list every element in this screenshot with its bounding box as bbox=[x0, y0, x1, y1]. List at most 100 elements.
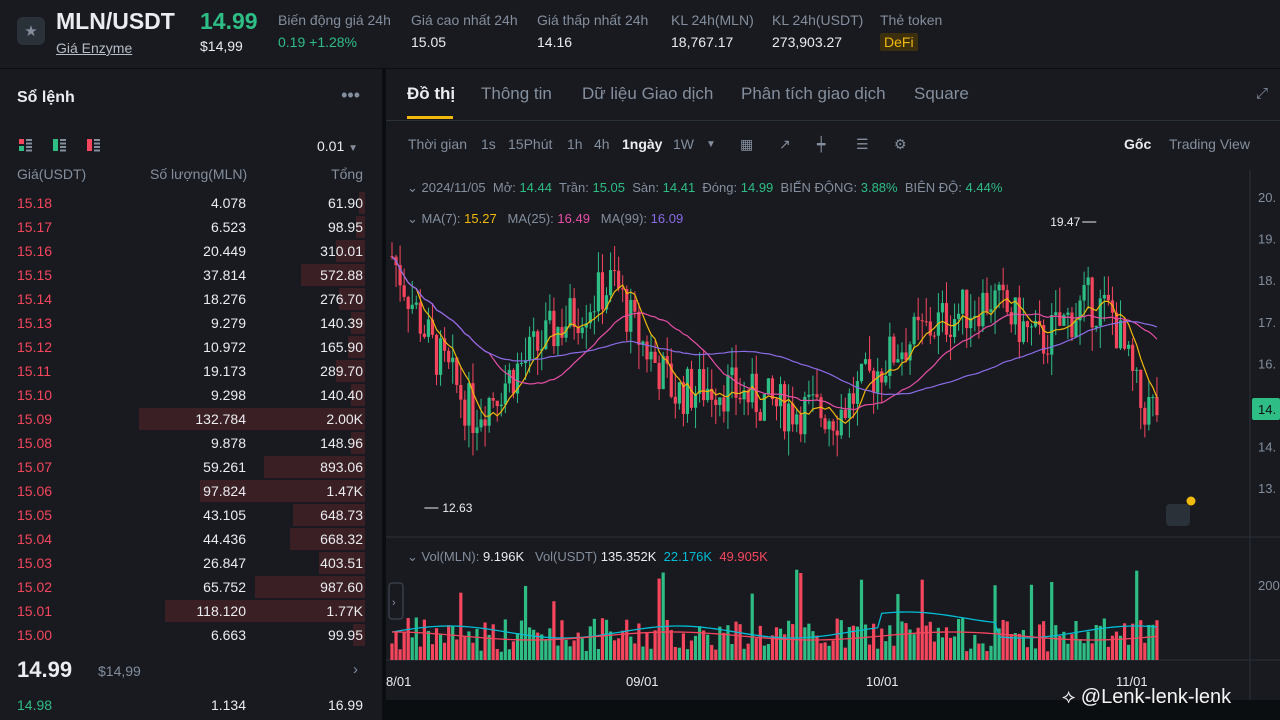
ask-row[interactable]: 15.18 4.078 61.90 bbox=[0, 191, 382, 215]
candle-body bbox=[596, 272, 601, 312]
candle-body bbox=[507, 369, 511, 384]
tab-info[interactable]: Thông tin bbox=[481, 84, 552, 103]
volume-bar bbox=[1066, 643, 1070, 660]
view-original[interactable]: Gốc bbox=[1124, 136, 1152, 152]
volume-bar bbox=[641, 646, 645, 660]
volume-bar bbox=[1009, 634, 1013, 660]
gear-icon[interactable]: ⚙ bbox=[894, 136, 907, 152]
interval-dropdown-icon[interactable]: ▼ bbox=[706, 139, 716, 150]
ask-row[interactable]: 15.15 37.814 572.88 bbox=[0, 263, 382, 287]
more-options-icon[interactable]: ••• bbox=[341, 85, 360, 105]
volume-bar bbox=[1029, 584, 1034, 660]
ask-row[interactable]: 15.05 43.105 648.73 bbox=[0, 503, 382, 527]
calendar-icon[interactable]: ▦ bbox=[740, 136, 754, 152]
tab-square[interactable]: Square bbox=[914, 84, 969, 103]
candle-body bbox=[827, 421, 831, 430]
view-tradingview[interactable]: Trading View bbox=[1169, 136, 1250, 152]
ask-row[interactable]: 15.17 6.523 98.95 bbox=[0, 215, 382, 239]
ask-row[interactable]: 15.06 97.824 1.47K bbox=[0, 479, 382, 503]
ask-total: 289.70 bbox=[320, 363, 363, 379]
interval-1s[interactable]: 1s bbox=[481, 136, 496, 152]
ask-row[interactable]: 15.13 9.279 140.39 bbox=[0, 311, 382, 335]
ask-qty: 9.878 bbox=[210, 435, 246, 451]
candle-body bbox=[649, 351, 653, 360]
ask-row[interactable]: 15.12 10.972 165.90 bbox=[0, 335, 382, 359]
candle-body bbox=[511, 369, 516, 394]
indicator-icon[interactable]: ↗ bbox=[779, 136, 791, 152]
pair-name[interactable]: MLN/USDT bbox=[56, 8, 175, 34]
ask-row[interactable]: 15.10 9.298 140.40 bbox=[0, 383, 382, 407]
ask-row[interactable]: 15.03 26.847 403.51 bbox=[0, 551, 382, 575]
candle-body bbox=[1082, 285, 1086, 301]
defi-tag[interactable]: DeFi bbox=[880, 33, 918, 51]
volume-bar bbox=[795, 569, 799, 660]
ask-price: 15.10 bbox=[17, 387, 53, 403]
ask-price: 15.13 bbox=[17, 315, 53, 331]
favorite-star-icon[interactable]: ★ bbox=[17, 17, 45, 45]
tab-chart[interactable]: Đồ thị bbox=[407, 84, 456, 103]
ask-row[interactable]: 15.14 18.276 276.70 bbox=[0, 287, 382, 311]
candle-body bbox=[762, 394, 766, 421]
candle-body bbox=[787, 403, 791, 432]
volume-bar bbox=[855, 626, 860, 660]
interval-15m[interactable]: 15Phút bbox=[508, 136, 553, 152]
candle-body bbox=[665, 356, 669, 364]
candle-body bbox=[608, 270, 613, 296]
stat-token-tag: Thẻ token DeFi bbox=[880, 12, 943, 51]
candle-body bbox=[758, 412, 762, 421]
ask-row[interactable]: 15.04 44.436 668.32 bbox=[0, 527, 382, 551]
ask-total: 99.95 bbox=[327, 627, 363, 643]
volume-bar bbox=[1106, 646, 1110, 660]
candle-type-icon[interactable]: ┿ bbox=[817, 136, 826, 152]
ask-row[interactable]: 15.01 118.120 1.77K bbox=[0, 599, 382, 623]
ask-qty: 6.663 bbox=[210, 627, 246, 643]
ask-row[interactable]: 15.11 19.173 289.70 bbox=[0, 359, 382, 383]
ask-price: 15.06 bbox=[17, 483, 53, 499]
candle-body bbox=[443, 338, 447, 351]
view-both-icon[interactable] bbox=[19, 139, 32, 152]
candle-body bbox=[430, 319, 435, 335]
time-tick: 10/01 bbox=[866, 674, 899, 689]
pair-subtitle-link[interactable]: Giá Enzyme bbox=[56, 40, 133, 56]
ask-row[interactable]: 15.00 6.663 99.95 bbox=[0, 623, 382, 647]
ask-row[interactable]: 15.07 59.261 893.06 bbox=[0, 455, 382, 479]
volume-bar bbox=[908, 629, 912, 660]
depth-bar bbox=[356, 216, 365, 238]
ask-row[interactable]: 15.02 65.752 987.60 bbox=[0, 575, 382, 599]
volume-bar bbox=[1050, 581, 1054, 660]
volume-bar bbox=[989, 645, 993, 660]
price-chart[interactable]: 20.19.18.17.16.15.14.13.19.4712.6314.200… bbox=[386, 170, 1280, 701]
bid-row[interactable]: 14.98 1.134 16.99 bbox=[17, 697, 363, 713]
volume-bar bbox=[924, 625, 928, 660]
volume-bar bbox=[1017, 633, 1021, 660]
interval-4h[interactable]: 4h bbox=[594, 136, 610, 152]
ask-row[interactable]: 15.16 20.449 310.01 bbox=[0, 239, 382, 263]
ask-row[interactable]: 15.09 132.784 2.00K bbox=[0, 407, 382, 431]
volume-bar bbox=[1131, 623, 1135, 660]
depth-bar bbox=[338, 288, 365, 310]
interval-1h[interactable]: 1h bbox=[567, 136, 583, 152]
candle-body bbox=[912, 316, 916, 345]
time-tick: 11/01 bbox=[1116, 674, 1148, 689]
tab-trading-data[interactable]: Dữ liệu Giao dịch bbox=[582, 84, 714, 103]
interval-1d[interactable]: 1ngày bbox=[622, 136, 663, 152]
ask-row[interactable]: 15.08 9.878 148.96 bbox=[0, 431, 382, 455]
candle-body bbox=[528, 336, 532, 361]
candle-body bbox=[641, 341, 645, 345]
chevron-right-icon[interactable]: › bbox=[353, 661, 358, 678]
expand-icon[interactable]: ⤢ bbox=[1255, 85, 1268, 102]
volume-bar bbox=[766, 644, 771, 660]
volume-bar bbox=[872, 623, 876, 660]
layout-icon[interactable]: ☰ bbox=[856, 136, 869, 152]
candle-body bbox=[710, 388, 714, 400]
time-label: Thời gian bbox=[408, 136, 467, 152]
volume-bar bbox=[613, 640, 617, 660]
view-bids-icon[interactable] bbox=[53, 139, 66, 152]
precision-select[interactable]: 0.01 ▼ bbox=[317, 138, 359, 154]
tab-trading-analysis[interactable]: Phân tích giao dịch bbox=[741, 84, 886, 103]
interval-1w[interactable]: 1W bbox=[673, 136, 694, 152]
candle-body bbox=[1127, 344, 1131, 349]
view-asks-icon[interactable] bbox=[87, 139, 100, 152]
ask-total: 987.60 bbox=[320, 579, 363, 595]
volume-bar bbox=[426, 630, 431, 660]
